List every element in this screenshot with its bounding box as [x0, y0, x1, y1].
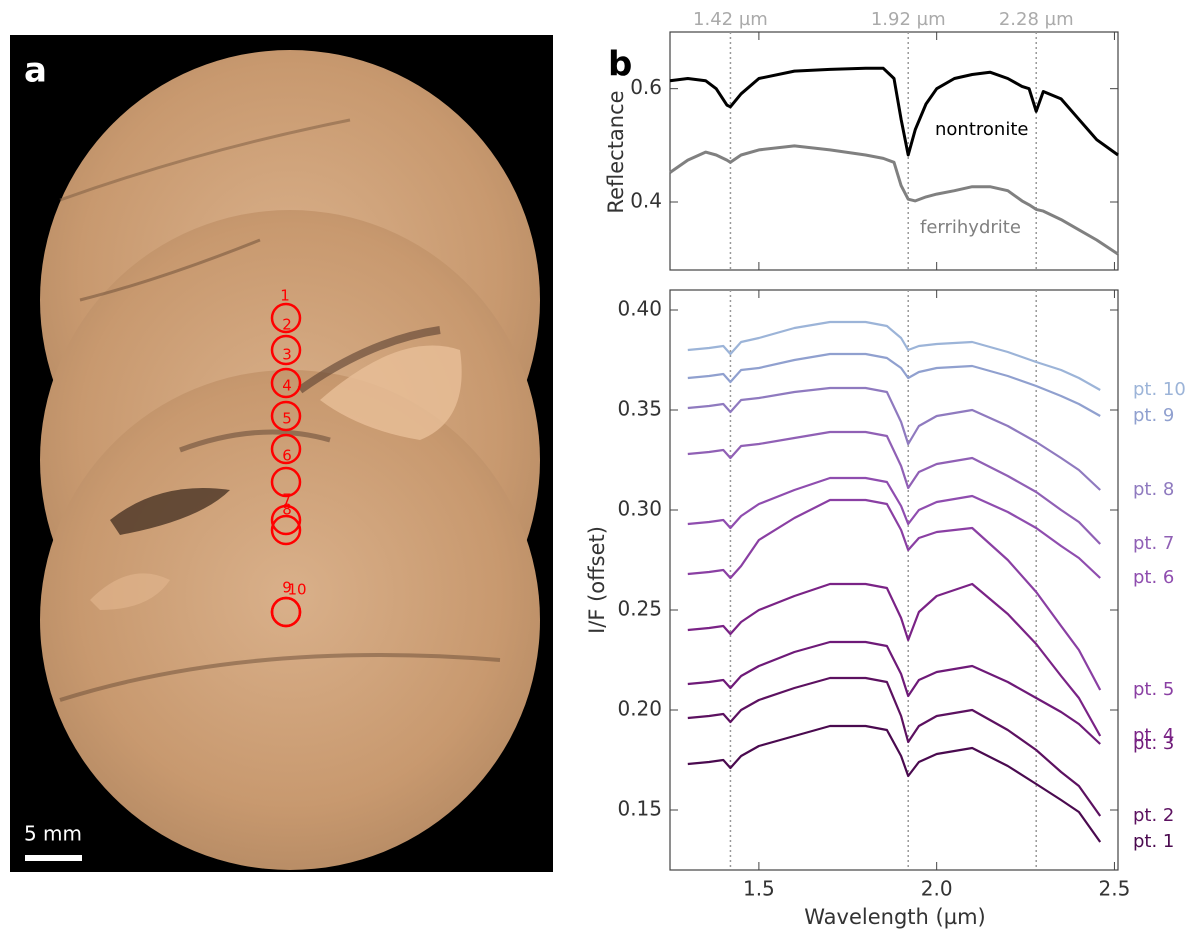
plot-frame: [669, 289, 1119, 871]
reference-label: 1.92 µm: [871, 9, 946, 30]
y-tick-label: 0.30: [617, 497, 662, 521]
plot-frame: [669, 31, 1119, 271]
spectrum-line: [669, 144, 1119, 256]
point-label: 10: [287, 581, 306, 599]
spectrum-line: [687, 498, 1102, 691]
point-label: 7: [282, 491, 292, 509]
point-label: 4: [282, 377, 292, 395]
y-tick-label: 0.15: [617, 797, 662, 821]
point-circle: [270, 514, 302, 546]
point-circle: [270, 334, 302, 366]
series-label: nontronite: [935, 119, 1028, 140]
series-label: pt. 5: [1133, 679, 1174, 700]
point-circle: [270, 367, 302, 399]
point-circle: [270, 433, 302, 465]
series-label: pt. 7: [1133, 533, 1174, 554]
x-tick-label: 2.0: [921, 877, 953, 901]
spectrum-line: [687, 724, 1102, 843]
reference-label: 1.42 µm: [693, 9, 768, 30]
point-circle: [270, 400, 302, 432]
series-label: pt. 9: [1133, 405, 1174, 426]
spectrum-line: [687, 476, 1101, 579]
series-label: ferrihydrite: [920, 217, 1021, 238]
series-label: pt. 10: [1133, 379, 1186, 400]
y-tick-label: 0.40: [617, 297, 662, 321]
y-tick-label: 0.20: [617, 697, 662, 721]
point-label: 5: [282, 410, 292, 428]
panel-label: a: [24, 51, 47, 91]
spectrum-line: [669, 66, 1119, 157]
point-markers: 1 2 3 4 5 6 78 910: [270, 287, 307, 628]
point-label: 2: [282, 316, 292, 334]
point-label: 6: [282, 447, 292, 465]
y-tick-label: 0.25: [617, 597, 662, 621]
series-label: pt. 2: [1133, 805, 1174, 826]
series-label: pt. 4: [1133, 725, 1174, 746]
y-axis-label: Reflectance: [604, 90, 628, 213]
x-tick-label: 1.5: [743, 877, 775, 901]
rock-image: [40, 50, 540, 870]
point-label: 8: [282, 501, 292, 519]
point-circle: [270, 302, 302, 334]
reference-label: 2.28 µm: [999, 9, 1074, 30]
y-axis-label: I/F (offset): [585, 526, 609, 634]
spectrum-line: [687, 386, 1101, 491]
series-label: pt. 1: [1133, 831, 1174, 852]
x-axis-label: Wavelength (µm): [804, 905, 985, 929]
point-circle: [270, 596, 302, 628]
spectrum-line: [687, 582, 1102, 737]
spectrum-line: [687, 352, 1101, 417]
point-label: 9: [282, 579, 292, 597]
spectrum-line: [687, 640, 1101, 745]
series-label: pt. 8: [1133, 479, 1174, 500]
series-label: pt. 6: [1133, 567, 1174, 588]
point-label: 3: [282, 346, 292, 364]
scale-bar: [25, 855, 82, 861]
panel-label: b: [608, 45, 632, 85]
y-tick-label: 0.35: [617, 397, 662, 421]
point-circle: [270, 504, 302, 536]
spectrum-line: [687, 676, 1102, 817]
spectrum-line: [687, 320, 1101, 391]
y-tick-label: 0.4: [630, 189, 662, 213]
series-label: pt. 3: [1133, 733, 1174, 754]
point-label: 1: [280, 287, 290, 305]
x-tick-label: 2.5: [1099, 877, 1131, 901]
point-circle: [270, 466, 302, 498]
y-tick-label: 0.6: [630, 75, 662, 99]
scale-label: 5 mm: [24, 822, 82, 846]
spectrum-line: [687, 430, 1101, 545]
